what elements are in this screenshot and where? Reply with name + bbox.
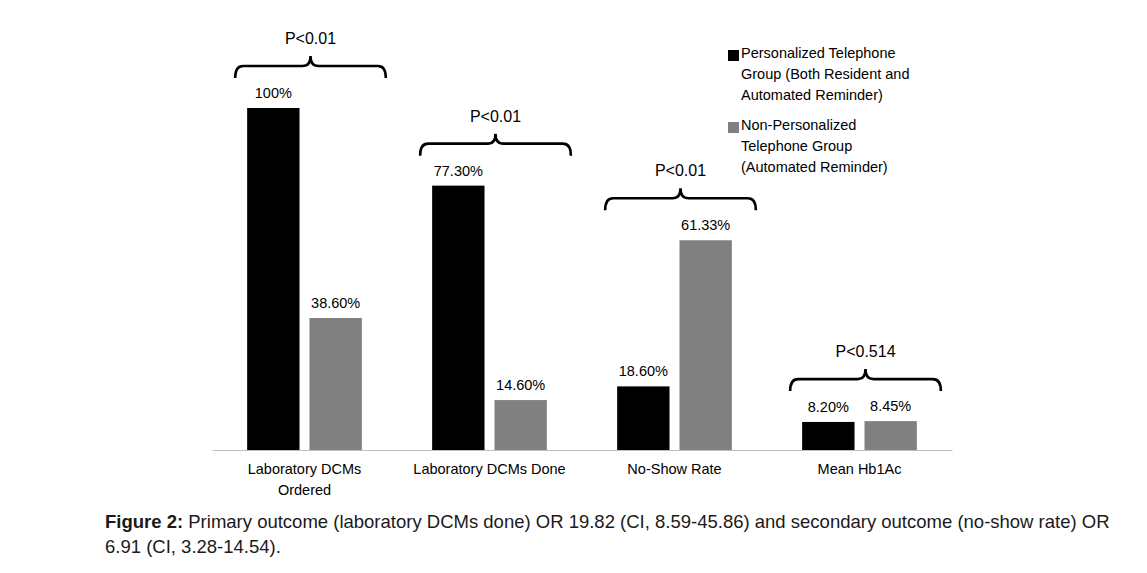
p-value: P<0.01 <box>285 30 336 47</box>
data-label: 14.60% <box>496 377 545 393</box>
data-label: 8.45% <box>870 398 911 414</box>
data-label: 8.20% <box>808 399 849 415</box>
text-line: Personalized Telephone <box>741 45 896 61</box>
data-label: 38.60% <box>311 295 360 311</box>
text-line: (Automated Reminder) <box>741 159 888 175</box>
data-label: 61.33% <box>681 217 730 233</box>
legend-swatch <box>728 122 739 133</box>
tick-label: No-Show Rate <box>627 461 721 477</box>
text-line: Laboratory DCMs <box>248 461 362 477</box>
bar <box>864 421 916 450</box>
p-value: P<0.01 <box>470 108 521 125</box>
tick: No-Show Rate <box>627 450 721 477</box>
chart: Laboratory DCMs Ordered Laboratory DCMs Do… <box>0 0 1147 573</box>
text-line: Mean Hb1Ac <box>818 461 902 477</box>
caption-text: Primary outcome (laboratory DCMs done) O… <box>105 511 1110 557</box>
bar <box>802 422 854 450</box>
legend-swatch <box>728 50 739 61</box>
data-label: 77.30% <box>434 163 483 179</box>
data-labels: 100% 77.30% 18.60% 8.20% 38.60% 14.60% 61.33% 8… <box>255 85 912 415</box>
brace <box>235 56 386 78</box>
bar <box>309 318 361 450</box>
p-values: P<0.01 P<0.01 P<0.01 P<0.514 <box>235 30 941 391</box>
tick-label: Laboratory DCMs Done <box>413 461 565 477</box>
bar <box>247 108 299 450</box>
data-label: 100% <box>255 85 292 101</box>
bar <box>617 386 669 450</box>
tick: Mean Hb1Ac <box>818 450 902 477</box>
legend: Personalized Telephone Group (Both Reside… <box>728 45 909 175</box>
tick: Laboratory DCMs Done <box>413 450 565 477</box>
p-value: P<0.01 <box>655 162 706 179</box>
x-axis: Laboratory DCMs Ordered Laboratory DCMs Do… <box>213 450 953 498</box>
legend-label: Non-Personalized Telephone Group (Automate… <box>741 117 888 175</box>
text-line: Telephone Group <box>741 138 852 154</box>
legend-label: Personalized Telephone Group (Both Reside… <box>741 45 909 103</box>
brace <box>605 188 756 210</box>
tick-label: Mean Hb1Ac <box>818 461 902 477</box>
brace <box>420 134 571 156</box>
text-line: Ordered <box>278 482 331 498</box>
bar <box>494 400 546 450</box>
text-line: Laboratory DCMs Done <box>413 461 565 477</box>
axis-line <box>213 450 953 451</box>
legend-item: Non-Personalized Telephone Group (Automate… <box>728 117 888 175</box>
text-line: Automated Reminder) <box>741 87 883 103</box>
legend-item: Personalized Telephone Group (Both Reside… <box>728 45 909 103</box>
p-value: P<0.514 <box>835 343 895 360</box>
brace <box>790 369 941 391</box>
bar <box>432 186 484 450</box>
caption-label: Figure 2: <box>105 511 183 532</box>
tick: Laboratory DCMs Ordered <box>248 450 362 498</box>
caption: Figure 2: Primary outcome (laboratory DC… <box>105 509 1141 559</box>
data-label: 18.60% <box>619 363 668 379</box>
text-line: No-Show Rate <box>627 461 721 477</box>
bars <box>247 108 917 450</box>
figure: Laboratory DCMs Ordered Laboratory DCMs Do… <box>0 0 1147 573</box>
bar <box>679 240 731 450</box>
text-line: Non-Personalized <box>741 117 856 133</box>
tick-label: Laboratory DCMs Ordered <box>248 461 362 498</box>
text-line: Group (Both Resident and <box>741 66 909 82</box>
